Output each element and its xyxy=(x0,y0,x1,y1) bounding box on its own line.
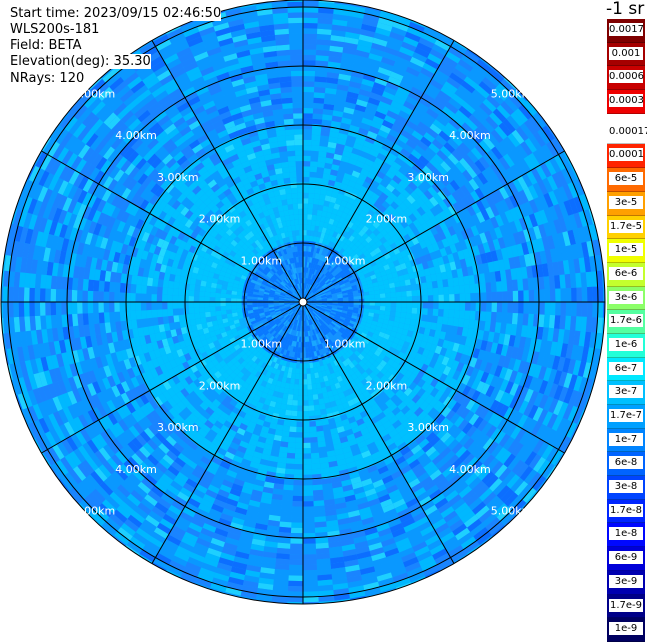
colorbar-tick-label: 1.7e-6 xyxy=(609,314,643,327)
colorbar-tick-label: 1.7e-8 xyxy=(609,504,643,517)
colorbar-bin: 0.0003 xyxy=(607,90,645,114)
colorbar-bin: 1e-5 xyxy=(607,239,645,263)
colorbar-tick-label: 0.0003 xyxy=(609,94,643,107)
range-ring-label: 3.00km xyxy=(157,171,199,184)
colorbar-tick-label: 1e-5 xyxy=(609,243,643,256)
colorbar-tick-label: 0.001 xyxy=(609,47,643,60)
colorbar-unit-label: -1 sr xyxy=(606,0,644,19)
start-time-label: Start time: 2023/09/15 02:46:50 xyxy=(10,6,221,21)
colorbar-tick-label: 0.0001 xyxy=(609,148,643,161)
range-ring-label: 1.00km xyxy=(324,254,366,267)
colorbar-bin: 3e-9 xyxy=(607,571,645,595)
range-ring-label: 5.00km xyxy=(74,87,116,100)
range-ring-label: 5.00km xyxy=(491,505,533,518)
elevation-label: Elevation(deg): 35.30 xyxy=(10,54,151,69)
colorbar-bin: 3e-7 xyxy=(607,381,645,405)
range-ring-label: 2.00km xyxy=(366,213,408,226)
colorbar-tick-label: 6e-6 xyxy=(609,267,643,280)
colorbar-tick-label: 6e-5 xyxy=(609,172,643,185)
range-ring-label: 2.00km xyxy=(366,379,408,392)
colorbar-tick-label: 6e-9 xyxy=(609,551,643,564)
colorbar-bin: 1e-8 xyxy=(607,523,645,547)
colorbar-bin: 1e-7 xyxy=(607,429,645,453)
colorbar-bin: 1.7e-6 xyxy=(607,310,645,334)
colorbar-tick-label: 1.7e-7 xyxy=(609,409,643,422)
range-ring-label: 4.00km xyxy=(115,129,157,142)
range-ring-label: 3.00km xyxy=(407,171,449,184)
range-ring-label: 2.00km xyxy=(199,213,241,226)
range-ring-label: 4.00km xyxy=(115,463,157,476)
range-ring-label: 5.00km xyxy=(491,87,533,100)
colorbar-tick-label: 3e-6 xyxy=(609,291,643,304)
colorbar-tick-label: 3e-8 xyxy=(609,480,643,493)
colorbar-bin: 0.0001 xyxy=(607,144,645,168)
range-ring-label: 4.00km xyxy=(449,463,491,476)
colorbar-tick-label: 0.0006 xyxy=(609,70,643,83)
colorbar-bin: 0.0006 xyxy=(607,66,645,90)
range-ring-label: 1.00km xyxy=(241,254,283,267)
colorbar-bin: 0.00017 xyxy=(607,121,645,145)
colorbar-legend: 0.0017 0.001 0.0006 0.0003 0.00017 0.0001 6e-5… xyxy=(607,19,645,642)
colorbar-tick-label: 3e-5 xyxy=(609,196,643,209)
field-label: Field: BETA xyxy=(10,38,81,53)
colorbar-bin: 6e-8 xyxy=(607,452,645,476)
colorbar-tick-label: 1e-9 xyxy=(609,622,643,635)
colorbar-bin: 0.001 xyxy=(607,43,645,67)
range-ring-label: 1.00km xyxy=(324,338,366,351)
range-ring-label: 4.00km xyxy=(449,129,491,142)
nrays-label: NRays: 120 xyxy=(10,71,84,86)
colorbar-tick-label: 0.00017 xyxy=(609,125,643,138)
colorbar-tick-label: 3e-9 xyxy=(609,575,643,588)
colorbar-bin: 1.7e-5 xyxy=(607,216,645,240)
colorbar-tick-label: 1.7e-9 xyxy=(609,599,643,612)
range-ring-label: 1.00km xyxy=(241,338,283,351)
colorbar-tick-label: 0.0017 xyxy=(609,23,643,36)
range-ring-label: 2.00km xyxy=(199,379,241,392)
ppi-scan-display: 1.00km 1.00km 1.00km 1.00km 2.00km 2.00km 2.00… xyxy=(0,0,647,607)
radar-origin-marker xyxy=(299,298,307,306)
colorbar-bin: 6e-9 xyxy=(607,547,645,571)
colorbar-tick-label: 1.7e-5 xyxy=(609,220,643,233)
colorbar-bin: 6e-6 xyxy=(607,263,645,287)
colorbar-tick-label: 1e-6 xyxy=(609,338,643,351)
colorbar-tick-label: 6e-8 xyxy=(609,456,643,469)
colorbar-bin: 3e-6 xyxy=(607,287,645,311)
colorbar-tick-label: 6e-7 xyxy=(609,362,643,375)
colorbar-bin: 6e-5 xyxy=(607,168,645,192)
colorbar-tick-label: 3e-7 xyxy=(609,385,643,398)
colorbar-tick-label: 1e-7 xyxy=(609,433,643,446)
colorbar-bin: 1e-9 xyxy=(607,618,645,642)
instrument-label: WLS200s-181 xyxy=(10,22,99,37)
colorbar-tick-label: 1e-8 xyxy=(609,527,643,540)
colorbar-bin: 0.0017 xyxy=(607,19,645,43)
range-ring-label: 3.00km xyxy=(407,421,449,434)
range-ring-label: 5.00km xyxy=(74,505,116,518)
colorbar-bin: 1e-6 xyxy=(607,334,645,358)
range-ring-overlay: 1.00km 1.00km 1.00km 1.00km 2.00km 2.00km 2.00… xyxy=(1,0,605,604)
colorbar-bin: 1.7e-9 xyxy=(607,595,645,619)
range-ring-label: 3.00km xyxy=(157,421,199,434)
colorbar-bin: 1.7e-8 xyxy=(607,500,645,524)
colorbar-bin: 3e-8 xyxy=(607,476,645,500)
colorbar-bin: 3e-5 xyxy=(607,192,645,216)
colorbar-bin: 6e-7 xyxy=(607,358,645,382)
colorbar-bin: 1.7e-7 xyxy=(607,405,645,429)
